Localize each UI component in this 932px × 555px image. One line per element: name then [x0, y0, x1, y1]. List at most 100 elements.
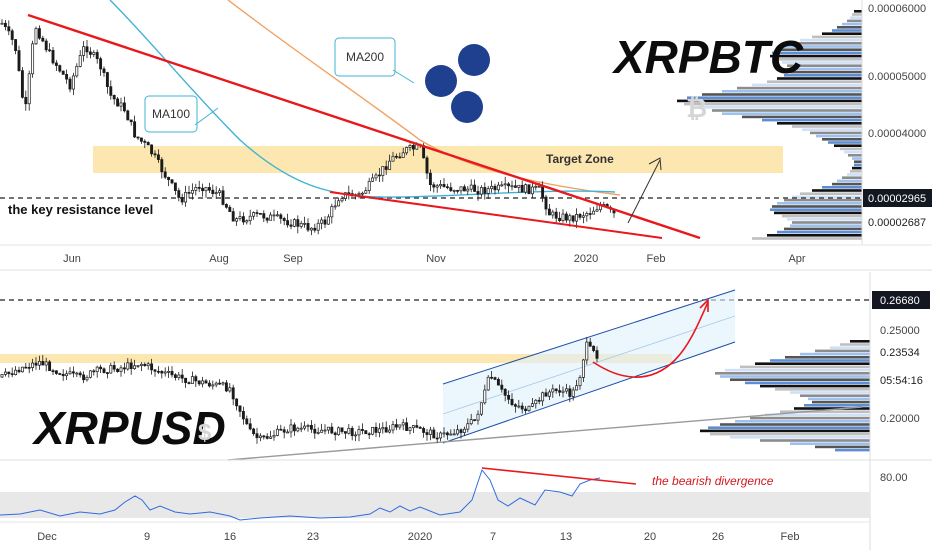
time-tick-label: Aug	[209, 253, 229, 265]
candle	[184, 185, 188, 207]
candle	[401, 419, 405, 431]
volume-bar	[812, 189, 862, 192]
rsi-line	[0, 468, 601, 521]
candle	[544, 194, 548, 216]
price-badge-label: 0.26680	[880, 295, 920, 307]
volume-profile-bottom	[700, 340, 870, 452]
candle	[442, 178, 446, 188]
candle	[408, 426, 412, 435]
candle	[190, 371, 194, 384]
volume-bar	[780, 410, 870, 413]
candle	[116, 97, 120, 107]
candle	[31, 358, 35, 372]
candle	[27, 70, 31, 111]
candle	[48, 43, 52, 53]
candle	[85, 39, 89, 59]
candle	[333, 431, 337, 441]
candle	[245, 415, 249, 426]
candle	[313, 223, 317, 233]
candle	[143, 139, 147, 149]
time-tick-label: 2020	[408, 531, 432, 543]
candle	[194, 183, 198, 196]
candle	[496, 181, 500, 193]
candle	[7, 371, 11, 378]
candle	[122, 96, 126, 113]
candle	[265, 433, 269, 440]
candle	[292, 422, 296, 436]
time-tick-label: Nov	[426, 253, 446, 265]
candle	[105, 71, 109, 94]
price-tick-label: 0.00005000	[868, 71, 926, 83]
volume-bar	[750, 416, 870, 420]
volume-bar	[800, 38, 862, 42]
candle	[422, 426, 426, 438]
candle	[248, 209, 252, 225]
candle	[517, 399, 521, 409]
candle	[279, 213, 283, 224]
candle	[479, 185, 483, 197]
candle	[442, 427, 446, 438]
candle	[476, 185, 480, 201]
time-tick-label: 23	[307, 531, 319, 543]
candle	[92, 50, 96, 58]
candle	[252, 211, 256, 220]
candle	[221, 381, 225, 386]
price-badge-label: 0.00002687	[868, 217, 926, 229]
candle	[51, 368, 55, 376]
ma100-label: MA100	[152, 107, 190, 121]
volume-bar	[850, 170, 862, 173]
candle	[564, 383, 568, 394]
volume-bar	[832, 29, 862, 32]
candle	[513, 179, 517, 189]
volume-bar	[782, 61, 862, 64]
candle	[592, 206, 596, 215]
candle	[170, 179, 174, 185]
volume-bar	[822, 186, 862, 189]
time-tick-label: 13	[560, 531, 572, 543]
volume-bar	[848, 154, 862, 157]
volume-bar	[787, 218, 862, 221]
candle	[473, 419, 477, 422]
volume-bar	[840, 343, 870, 346]
candle	[286, 213, 290, 228]
candle	[71, 366, 75, 378]
candle	[490, 371, 494, 380]
candle	[405, 417, 409, 432]
candle	[129, 119, 133, 126]
candle	[469, 413, 473, 426]
candle	[435, 183, 439, 193]
volume-bar	[740, 365, 870, 369]
candle	[177, 187, 181, 202]
candle	[547, 389, 551, 400]
candle	[248, 418, 252, 431]
dollar-icon: $	[198, 419, 212, 446]
volume-bar	[804, 404, 870, 407]
candle	[211, 380, 215, 390]
candle	[119, 97, 123, 112]
candle	[592, 345, 596, 353]
volume-bar	[792, 67, 862, 71]
candle	[68, 367, 72, 375]
candle	[126, 358, 130, 371]
candle	[350, 425, 354, 441]
candle	[201, 183, 205, 197]
candle	[82, 41, 86, 62]
volume-bar	[760, 384, 870, 388]
rsi-overbought-band	[0, 492, 870, 518]
volume-bar	[770, 208, 862, 211]
time-tick-label: 20	[644, 531, 656, 543]
candle	[428, 426, 432, 441]
candle	[394, 418, 398, 431]
candle	[384, 421, 388, 433]
volume-bar	[687, 96, 862, 99]
candle	[41, 355, 45, 366]
volume-bar	[784, 74, 862, 77]
volume-bar	[787, 64, 862, 67]
candle	[388, 154, 392, 170]
price-tick-label: 0.25000	[880, 325, 920, 337]
candle	[581, 358, 585, 383]
volume-bar	[775, 388, 870, 391]
candle	[24, 362, 28, 369]
candle	[204, 379, 208, 384]
